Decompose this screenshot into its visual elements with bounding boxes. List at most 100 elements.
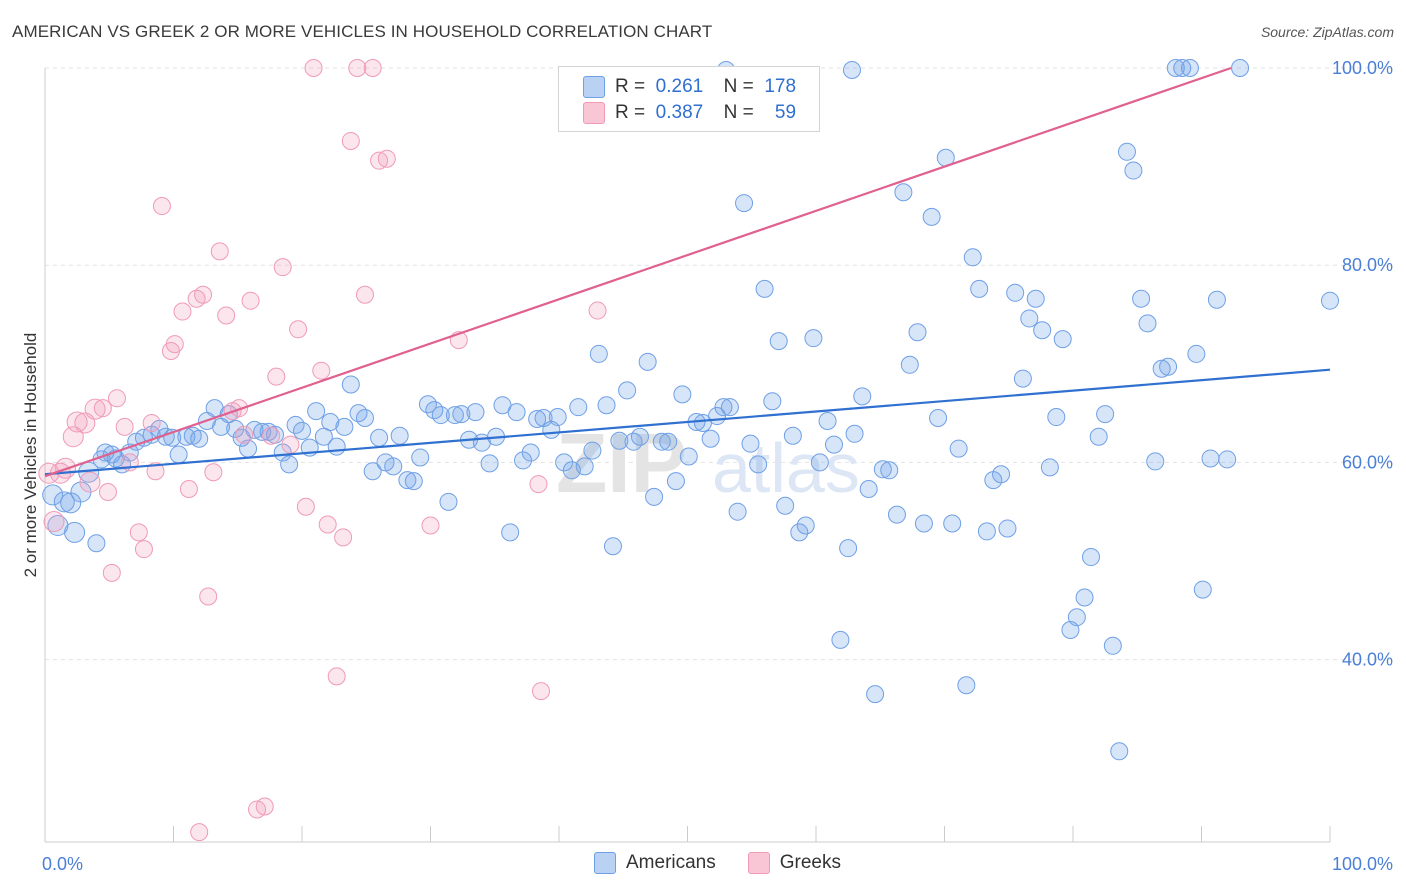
- american-point: [873, 460, 892, 479]
- american-point: [728, 502, 747, 521]
- chart-title: AMERICAN VS GREEK 2 OR MORE VEHICLES IN …: [12, 22, 713, 41]
- trend-lines: [44, 66, 1331, 478]
- greek-point: [173, 302, 192, 321]
- greek-point: [267, 367, 286, 386]
- n-value: 178: [764, 76, 797, 97]
- american-point: [610, 431, 629, 450]
- american-point: [720, 398, 739, 417]
- american-point: [501, 523, 520, 542]
- greeks-label: Greeks: [779, 852, 841, 873]
- american-point: [887, 505, 906, 524]
- greek-point: [370, 151, 389, 170]
- american-point: [1218, 450, 1237, 469]
- greek-point: [84, 398, 106, 420]
- american-point: [169, 445, 188, 464]
- american-point: [1117, 142, 1136, 161]
- greek-point: [102, 563, 121, 582]
- american-point: [1187, 344, 1206, 363]
- american-point: [514, 451, 533, 470]
- american-point: [652, 432, 671, 451]
- american-point: [1081, 548, 1100, 567]
- american-point: [307, 402, 326, 421]
- american-point: [880, 461, 899, 480]
- greek-point: [588, 301, 607, 320]
- americans-points: [42, 59, 1339, 761]
- american-point: [603, 537, 622, 556]
- y-tick-label: 100.0%: [1332, 58, 1393, 78]
- greek-point: [341, 131, 360, 150]
- greeks-trend-line: [44, 66, 1232, 478]
- american-point: [638, 352, 657, 371]
- y-tick-label: 60.0%: [1342, 452, 1393, 472]
- american-point: [618, 381, 637, 400]
- american-point: [1040, 458, 1059, 477]
- american-point: [796, 516, 815, 535]
- greeks-swatch: [747, 852, 770, 874]
- american-point: [783, 426, 802, 445]
- greek-point: [115, 417, 134, 436]
- greek-point: [334, 528, 353, 547]
- american-point: [335, 417, 354, 436]
- greek-point: [348, 59, 367, 77]
- american-point: [583, 441, 602, 460]
- x-tick-label: 100.0%: [1332, 854, 1393, 874]
- american-point: [1047, 408, 1066, 427]
- american-point: [1067, 608, 1086, 627]
- american-point: [755, 279, 774, 298]
- american-point: [714, 398, 733, 417]
- legend-item-greeks: Greeks: [747, 852, 841, 874]
- american-point: [831, 630, 850, 649]
- american-point: [327, 437, 346, 456]
- greek-point: [93, 399, 112, 418]
- greek-point: [255, 797, 274, 816]
- american-point: [1020, 309, 1039, 328]
- american-point: [280, 455, 299, 474]
- american-point: [1180, 59, 1199, 77]
- stats-legend: R = 0.261 N = 178 R = 0.387 N = 59: [558, 66, 820, 132]
- american-point: [1207, 290, 1226, 309]
- american-point: [992, 465, 1011, 484]
- series-legend: Americans Greeks: [594, 852, 873, 874]
- greek-point: [146, 462, 165, 481]
- american-point: [943, 514, 962, 533]
- american-point: [1124, 161, 1143, 180]
- american-point: [355, 409, 374, 428]
- american-point: [749, 455, 768, 474]
- american-point: [384, 457, 403, 476]
- american-point: [810, 453, 829, 472]
- american-point: [894, 183, 913, 202]
- american-point: [908, 323, 927, 342]
- american-point: [390, 426, 409, 445]
- gridlines: [45, 67, 1392, 661]
- greeks-points: [38, 59, 607, 842]
- greek-point: [318, 515, 337, 534]
- greek-point: [312, 361, 331, 380]
- american-point: [273, 443, 292, 462]
- legend-row-greeks: R = 0.387 N = 59: [583, 101, 796, 125]
- american-point: [900, 355, 919, 374]
- american-point: [1026, 289, 1045, 308]
- greek-point: [129, 523, 148, 542]
- greek-point: [296, 497, 315, 516]
- american-point: [701, 429, 720, 448]
- american-point: [977, 522, 996, 541]
- n-label: N =: [723, 76, 754, 97]
- american-point: [970, 279, 989, 298]
- greek-point: [421, 516, 440, 535]
- greek-point: [199, 587, 218, 606]
- axes: [44, 68, 1331, 843]
- greek-point: [210, 242, 229, 261]
- american-point: [1173, 59, 1192, 77]
- american-point: [226, 419, 245, 438]
- american-point: [575, 457, 594, 476]
- american-point: [790, 523, 809, 542]
- american-point: [853, 387, 872, 406]
- americans-swatch: [594, 852, 616, 874]
- american-point: [1089, 427, 1108, 446]
- svg-text:atlas: atlas: [712, 429, 860, 507]
- american-point: [1096, 405, 1115, 424]
- american-point: [630, 427, 649, 446]
- greek-point: [377, 149, 396, 168]
- greek-point: [532, 682, 551, 701]
